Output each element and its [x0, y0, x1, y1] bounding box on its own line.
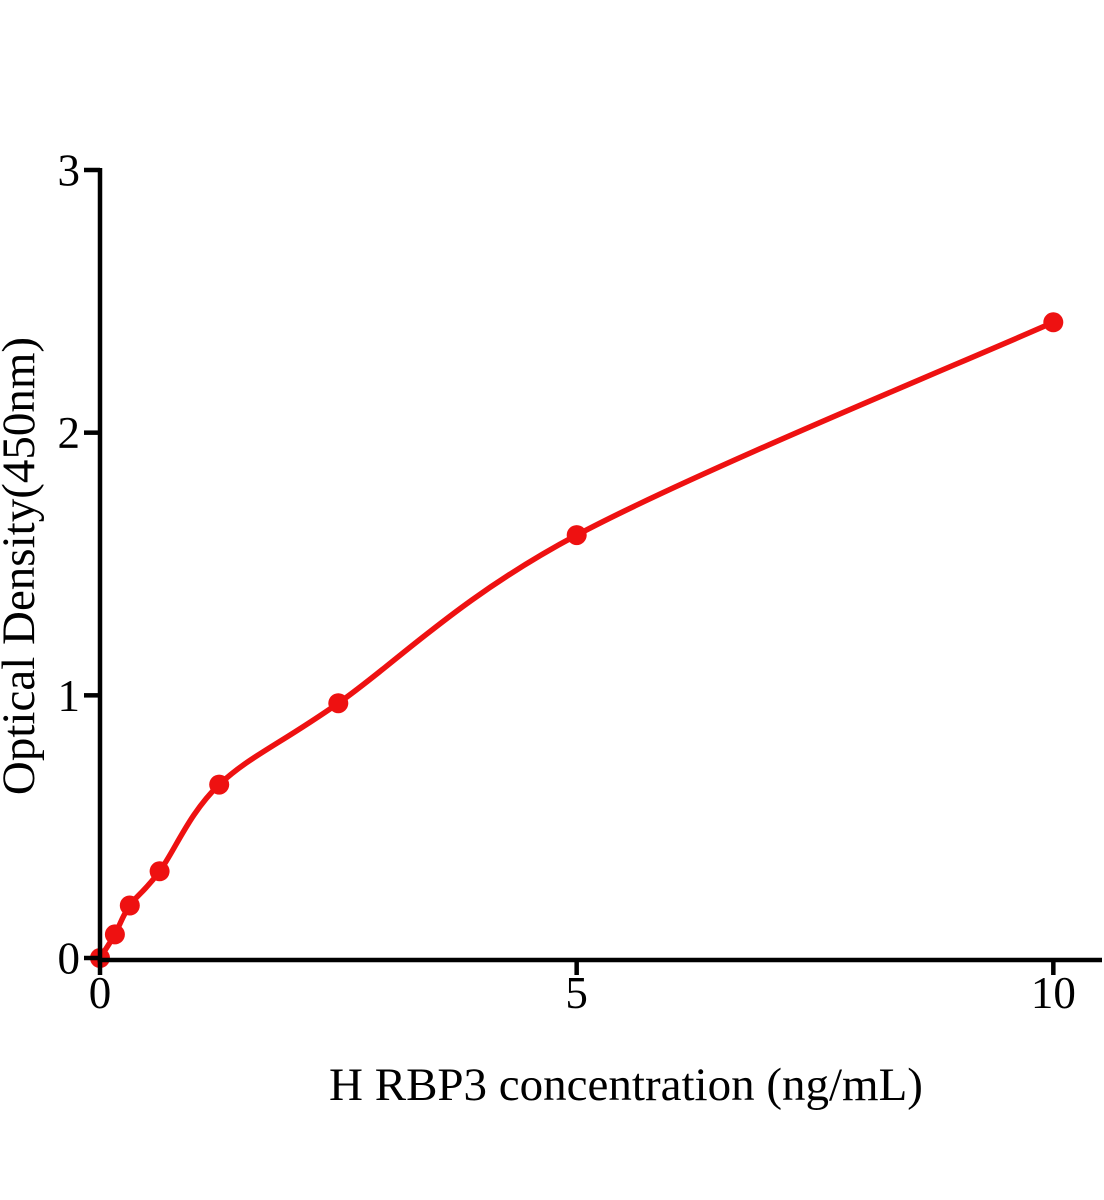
x-tick-label-10: 10	[1031, 968, 1076, 1018]
y-tick-label-2: 2	[58, 408, 81, 458]
series-layer	[90, 312, 1064, 968]
data-point-5	[328, 693, 349, 714]
y-tick-label-3: 3	[58, 145, 81, 195]
y-axis-title: Optical Density(450nm)	[0, 337, 45, 795]
data-point-7	[1043, 312, 1064, 333]
tick-label-layer: 0 1 2 3 0 5 10	[58, 145, 1076, 1018]
data-point-4	[209, 774, 230, 795]
y-tick-label-0: 0	[58, 934, 81, 984]
data-point-3	[149, 861, 170, 882]
data-point-2	[119, 895, 140, 916]
x-tick-label-5: 5	[565, 968, 588, 1018]
data-point-6	[566, 525, 587, 546]
standard-curve-line	[97, 319, 1057, 961]
data-point-1	[104, 924, 125, 945]
axes-layer	[84, 167, 1102, 975]
x-tick-label-0: 0	[89, 968, 112, 1018]
x-axis-title: H RBP3 concentration (ng/mL)	[329, 1059, 923, 1111]
y-tick-label-1: 1	[58, 671, 81, 721]
